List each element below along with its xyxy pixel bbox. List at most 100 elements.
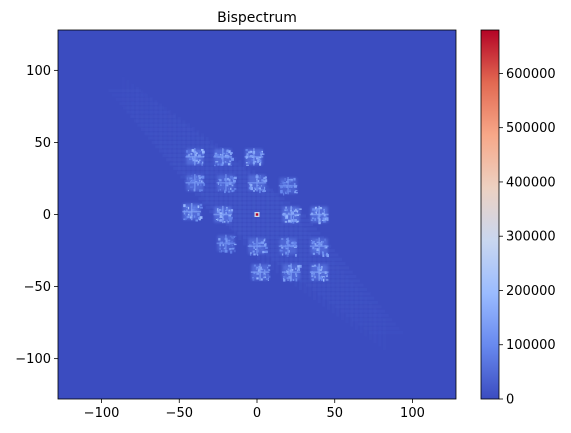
blob-pixel [251, 187, 253, 191]
blob-pixel [312, 240, 316, 243]
band-cell [242, 236, 325, 240]
blob-pixel [286, 254, 289, 257]
blob-pixel [234, 188, 237, 190]
blob-pixel [219, 184, 222, 186]
blob-pixel [233, 176, 237, 180]
blob-pixel [196, 175, 198, 179]
blob-streak [194, 174, 196, 192]
blob-pixel [321, 219, 325, 221]
band-cell [112, 93, 147, 97]
blob-pixel [288, 250, 290, 253]
band-cell [345, 275, 349, 324]
blob-pixel [228, 150, 231, 154]
bispectrum-blob [244, 148, 265, 166]
blob-pixel [198, 156, 200, 160]
band-cell [369, 331, 404, 335]
blob-pixel [222, 244, 225, 247]
blob-pixel [315, 208, 318, 212]
blob-pixel [262, 190, 265, 193]
blob-pixel [219, 219, 221, 222]
blob-pixel [253, 190, 255, 192]
blob-pixel [191, 180, 192, 182]
blob-pixel [322, 241, 324, 244]
blob-pixel [258, 242, 261, 245]
blob-pixel [200, 183, 202, 187]
band-cell [350, 281, 354, 327]
blob-streak [259, 263, 261, 281]
band-cell [122, 106, 165, 110]
blob-pixel [262, 277, 265, 279]
blob-streak [194, 148, 196, 166]
blob-streak [253, 148, 255, 166]
band-cell [298, 222, 302, 290]
blob-pixel [292, 278, 295, 281]
blob-pixel [189, 177, 193, 180]
blob-pixel [220, 153, 222, 156]
blob-pixel [313, 249, 316, 252]
blob-pixel [316, 251, 318, 253]
blob-pixel [293, 209, 295, 212]
blob-pixel [288, 179, 291, 181]
blob-pixel [323, 277, 325, 279]
blob-streak [290, 205, 293, 224]
blob-pixel [230, 216, 233, 220]
band-cell [368, 302, 372, 340]
band-cell [194, 192, 279, 196]
blob-pixel [233, 249, 236, 253]
blob-pixel [314, 264, 316, 267]
blob-pixel [232, 177, 235, 181]
blob-pixel [296, 192, 298, 194]
blob-pixel [260, 154, 262, 157]
blob-pixel [227, 177, 230, 181]
blob-pixel [224, 161, 227, 163]
bispectrum-blob [216, 174, 237, 194]
blob-pixel [228, 209, 231, 212]
band-cell [131, 83, 135, 118]
blob-pixel [297, 265, 300, 268]
blob-pixel [312, 246, 315, 249]
band-cell [308, 233, 312, 297]
blob-pixel [219, 188, 221, 191]
band-cell [229, 153, 233, 230]
blob-pixel [253, 253, 256, 256]
band-cell [238, 160, 242, 241]
bispectrum-blob [278, 237, 298, 257]
blob-pixel [323, 278, 325, 282]
blob-pixel [261, 153, 265, 155]
blob-pixel [224, 190, 226, 194]
blob-pixel [285, 191, 287, 195]
bispectrum-blob [278, 177, 298, 196]
blob-pixel [198, 176, 201, 180]
blob-pixel [294, 243, 296, 247]
blob-pixel [250, 184, 253, 187]
blob-pixel [260, 185, 262, 187]
blob-pixel [192, 180, 194, 183]
blob-pixel [294, 242, 297, 244]
blob-pixel [287, 273, 291, 275]
blob-pixel [227, 221, 229, 224]
blob-pixel [284, 178, 286, 181]
y-tick-label: 0 [43, 208, 51, 223]
blob-pixel [322, 212, 325, 214]
blob-pixel [231, 236, 233, 238]
blob-pixel [315, 238, 319, 241]
blob-pixel [199, 175, 201, 177]
blob-pixel [197, 182, 199, 185]
x-tick-label: 50 [326, 406, 343, 421]
band-cell [108, 89, 142, 93]
blob-pixel [228, 179, 231, 182]
blob-pixel [258, 176, 261, 179]
band-cell [328, 300, 378, 304]
blob-pixel [196, 179, 200, 181]
blob-pixel [267, 279, 269, 281]
blob-pixel [198, 154, 201, 158]
band-cell [340, 270, 344, 320]
chart-title: Bispectrum [217, 10, 297, 26]
blob-pixel [183, 218, 186, 221]
band-cell [115, 97, 153, 101]
blob-pixel [214, 155, 216, 157]
blob-pixel [264, 244, 267, 247]
blob-pixel [312, 243, 314, 246]
blob-pixel [289, 220, 292, 223]
blob-pixel [253, 160, 257, 163]
